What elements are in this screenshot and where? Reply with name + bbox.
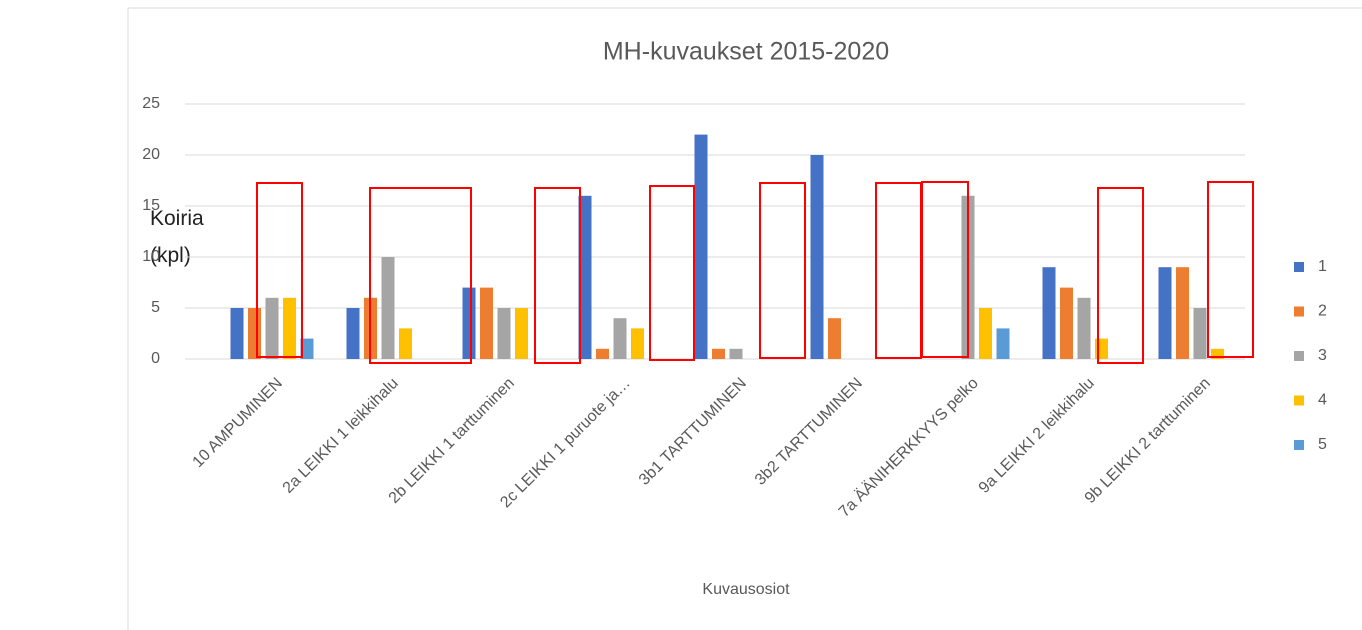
bar [480, 287, 493, 359]
bar [497, 308, 511, 359]
legend-swatch [1294, 306, 1304, 317]
y-tick-label: 10 [142, 248, 160, 265]
legend-swatch [1294, 440, 1304, 450]
legend-label: 1 [1318, 258, 1327, 275]
legend-label: 5 [1318, 436, 1327, 453]
annotation-box [534, 187, 581, 364]
bar [515, 308, 528, 359]
bar [613, 318, 627, 359]
annotation-box [649, 185, 695, 361]
bar [462, 287, 476, 359]
annotation-box [875, 182, 922, 359]
x-axis-label: Kuvausosiot [702, 581, 790, 598]
bar [381, 257, 395, 359]
annotation-box [921, 181, 969, 358]
x-tick-label: 2b LEIKKI 1 tarttuminen [386, 375, 518, 507]
annotation-box [759, 182, 806, 359]
bar [1095, 338, 1108, 359]
x-tick-label: 9a LEIKKI 2 leikkihalu [976, 375, 1098, 497]
legend-label: 4 [1318, 392, 1327, 409]
x-tick-label: 3b2 TARTTUMINEN [752, 375, 866, 489]
bar [1042, 267, 1056, 359]
chart-title: MH-kuvaukset 2015-2020 [603, 38, 889, 66]
legend-swatch [1294, 262, 1304, 272]
x-tick-label: 2c LEIKKI 1 puruote ja… [497, 375, 634, 512]
y-tick-label: 25 [142, 95, 160, 112]
annotation-box [369, 187, 472, 364]
bar [996, 328, 1010, 359]
bar [979, 308, 992, 359]
annotation-box [1207, 181, 1254, 358]
x-tick-label: 9b LEIKKI 2 tarttuminen [1082, 375, 1214, 507]
bar [631, 328, 644, 359]
y-axis-label: Koiria (kpl) [150, 207, 204, 267]
bar [1158, 267, 1172, 359]
bar [1211, 348, 1224, 359]
bar [248, 308, 261, 359]
x-tick-label: 3b1 TARTTUMINEN [636, 375, 750, 489]
bar [1077, 297, 1091, 359]
legend-swatch [1294, 395, 1304, 406]
bar [810, 155, 824, 359]
bar [1176, 267, 1189, 359]
y-tick-label: 20 [142, 146, 160, 163]
bar [1060, 287, 1073, 359]
x-tick-label: 2a LEIKKI 1 leikkihalu [280, 375, 402, 497]
bar [729, 348, 743, 359]
bar [300, 338, 314, 359]
bar [578, 195, 592, 359]
annotation-boxes [256, 181, 1254, 364]
bar [694, 134, 708, 359]
annotation-box [256, 182, 303, 358]
annotation-box [1097, 187, 1144, 364]
legend-label: 3 [1318, 347, 1327, 364]
bar [283, 297, 296, 359]
bar [712, 348, 725, 359]
x-tick-label: 7a ÄÄNIHERKKYYS pelko [835, 374, 982, 521]
legend-label: 2 [1318, 303, 1327, 320]
bar [265, 297, 279, 359]
legend-swatch [1294, 351, 1304, 361]
bar [1193, 308, 1207, 359]
y-tick-label: 15 [142, 197, 160, 214]
y-tick-label: 5 [151, 299, 160, 316]
bar [828, 318, 841, 359]
bar [346, 308, 360, 359]
bar [596, 348, 609, 359]
bar [230, 308, 244, 359]
y-tick-label: 0 [151, 350, 160, 367]
x-tick-label: 10 AMPUMINEN [190, 375, 286, 471]
bar [399, 328, 412, 359]
